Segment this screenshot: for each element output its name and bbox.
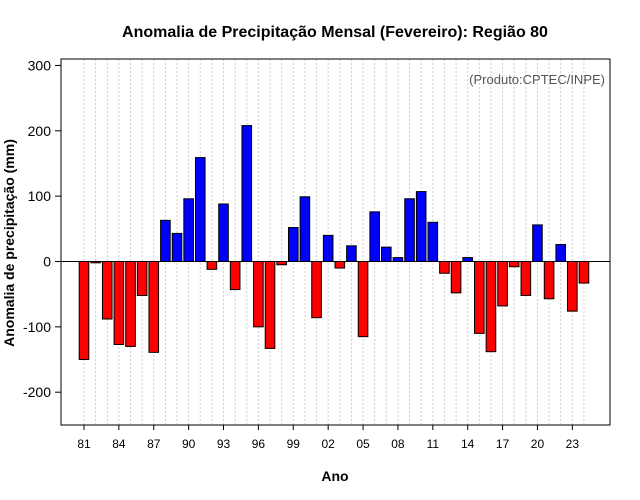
bar-2015 [474, 261, 485, 334]
bar-1993 [218, 203, 229, 263]
bar-2021 [543, 261, 555, 300]
y-tick-label: 0 [43, 254, 51, 270]
bar-2012 [439, 261, 450, 274]
x-tick-label: 23 [566, 437, 580, 451]
bar-1985 [125, 261, 136, 347]
y-tick-label: -200 [23, 384, 51, 400]
bar-2005 [357, 261, 369, 338]
y-tick-label: -100 [23, 319, 51, 335]
x-tick-label: 11 [427, 437, 440, 451]
bar-2011 [427, 221, 439, 262]
bar-1988 [160, 219, 171, 262]
bar-2018 [508, 261, 520, 268]
x-tick-label: 02 [321, 437, 335, 451]
bar-2009 [404, 198, 415, 262]
bar-1992 [206, 261, 218, 270]
y-tick-label: 300 [28, 57, 52, 73]
bar-2020 [532, 224, 543, 262]
bar-2019 [520, 261, 532, 296]
bar-1990 [183, 198, 194, 262]
bar-1994 [229, 261, 241, 291]
bar-1996 [253, 261, 264, 328]
x-tick-label: 05 [356, 437, 370, 451]
bar-1987 [148, 261, 160, 353]
bar-1991 [194, 157, 206, 262]
bar-2022 [555, 244, 567, 262]
bar-1984 [113, 261, 125, 345]
x-tick-label: 90 [182, 437, 196, 451]
x-tick-label: 14 [461, 437, 475, 451]
bar-1986 [136, 261, 148, 296]
x-tick-label: 96 [252, 437, 266, 451]
bar-1981 [78, 261, 90, 361]
x-axis-label: Ano [321, 468, 348, 484]
bar-1997 [264, 261, 276, 349]
bar-2010 [415, 191, 427, 262]
x-tick-label: 84 [112, 437, 126, 451]
gridlines [83, 59, 585, 425]
bar-2013 [450, 261, 462, 294]
x-tick-label: 17 [496, 437, 510, 451]
bar-2000 [299, 196, 311, 262]
x-tick-label: 87 [147, 437, 161, 451]
x-tick-label: 99 [287, 437, 301, 451]
bar-1989 [171, 232, 183, 262]
bar-2014 [462, 257, 473, 262]
bar-2017 [497, 261, 508, 307]
bar-1983 [101, 261, 113, 320]
x-tick-label: 81 [77, 437, 91, 451]
x-tick-label: 08 [391, 437, 405, 451]
bar-1995 [241, 125, 253, 262]
bar-2024 [578, 261, 590, 284]
bar-2001 [311, 261, 322, 319]
bar-2007 [381, 246, 392, 262]
x-tick-label: 20 [531, 437, 545, 451]
chart-title: Anomalia de Precipitação Mensal (Feverei… [122, 24, 548, 41]
bar-2004 [346, 245, 357, 263]
source-annotation: (Produto:CPTEC/INPE) [469, 72, 605, 87]
bar-2023 [567, 261, 578, 312]
plot-area-frame [60, 58, 611, 426]
bar-2003 [334, 261, 346, 269]
bar-1999 [287, 227, 299, 263]
bar-1982 [90, 261, 101, 264]
y-tick-label: 200 [28, 123, 52, 139]
bar-1998 [276, 261, 287, 266]
bar-2006 [369, 211, 380, 262]
bar-2002 [322, 234, 334, 262]
y-tick-label: 100 [28, 188, 52, 204]
bar-2008 [392, 257, 404, 262]
y-axis: -200 -100 0 100 200 300 [23, 57, 61, 400]
bar-2016 [485, 261, 497, 353]
x-axis: 81 84 87 90 93 96 99 02 05 08 11 14 17 20 23 [77, 425, 579, 451]
y-axis-label: Anomalia de precipitação (mm) [1, 139, 17, 347]
x-tick-label: 93 [217, 437, 231, 451]
bars-group [78, 125, 590, 361]
